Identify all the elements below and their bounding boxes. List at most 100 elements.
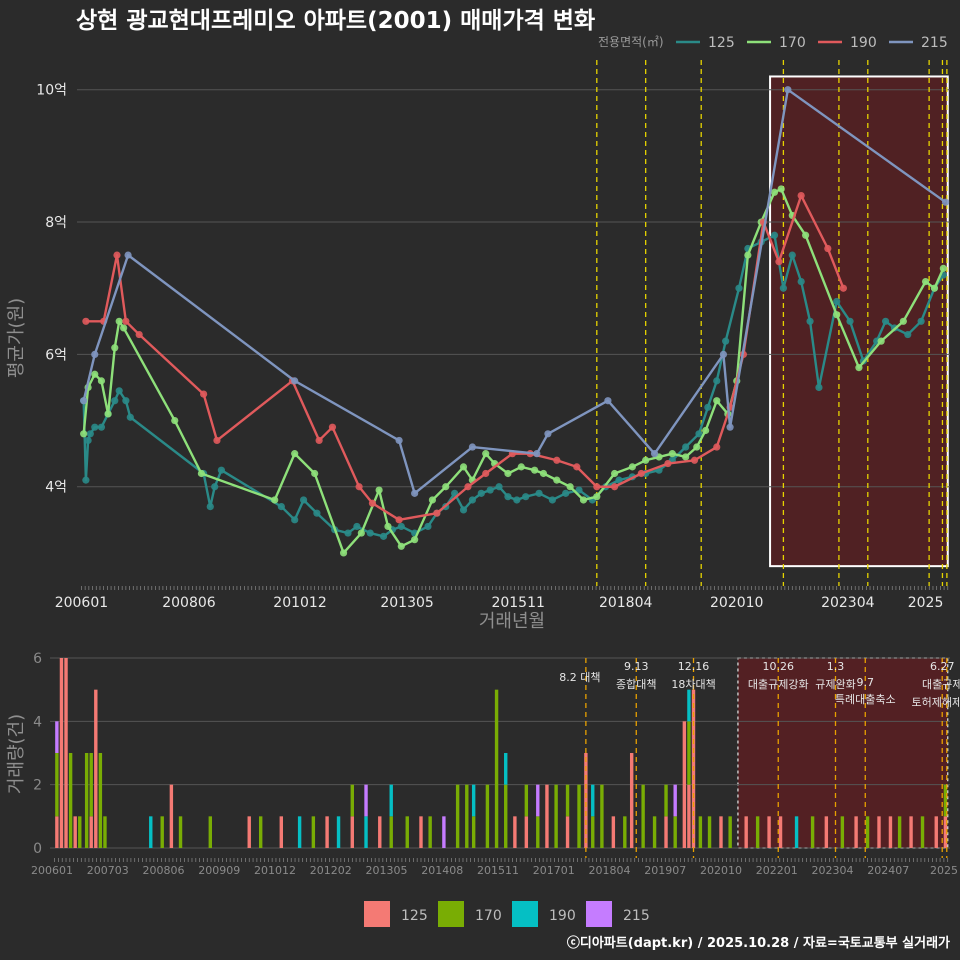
point-215 xyxy=(91,350,99,358)
point-170 xyxy=(104,410,112,418)
credit-text: ⓒ디아파트(dapt.kr) / 2025.10.28 / 자료=국토교통부 실… xyxy=(567,935,950,951)
point-125 xyxy=(846,317,854,325)
volume-bar-125 xyxy=(73,816,77,848)
point-125 xyxy=(797,278,805,286)
legend-title: 전용면적(㎡) xyxy=(598,35,664,49)
point-170 xyxy=(693,443,701,451)
point-215 xyxy=(291,377,299,385)
point-125 xyxy=(379,532,388,540)
volume-bar-190 xyxy=(364,816,368,848)
point-125 xyxy=(548,496,556,504)
point-170 xyxy=(411,536,419,544)
volume-bar-125 xyxy=(888,816,893,848)
volume-bar-125 xyxy=(325,816,329,848)
point-215 xyxy=(650,450,659,458)
point-125 xyxy=(424,522,432,531)
policy-label: 토허제해제 xyxy=(911,695,960,709)
x-tick-label-volume: 201012 xyxy=(254,864,296,877)
point-170 xyxy=(713,397,721,405)
volume-bar-170 xyxy=(565,784,570,817)
point-125 xyxy=(111,397,119,405)
x-tick-label-volume: 200909 xyxy=(198,864,240,877)
y-axis-title-price: 평균가(원) xyxy=(6,298,27,378)
y-axis-title-volume: 거래량(건) xyxy=(6,714,27,794)
point-190 xyxy=(213,436,221,445)
volume-bar-170 xyxy=(840,816,845,848)
policy-label: 종합대책 xyxy=(616,678,656,691)
point-190 xyxy=(553,456,561,464)
volume-bar-215 xyxy=(442,816,446,848)
legend-label-volume-215: 215 xyxy=(623,908,650,924)
point-190 xyxy=(839,284,847,292)
point-170 xyxy=(428,496,437,504)
point-190 xyxy=(315,436,323,445)
point-170 xyxy=(921,278,930,286)
volume-bar-125 xyxy=(89,816,93,848)
volume-bar-170 xyxy=(920,816,925,848)
volume-bar-190 xyxy=(504,753,508,785)
volume-bar-215 xyxy=(364,784,368,817)
volume-bar-125 xyxy=(877,816,881,848)
point-190 xyxy=(395,516,403,524)
point-170 xyxy=(271,496,279,504)
point-125 xyxy=(91,423,99,431)
volume-bar-190 xyxy=(591,784,595,817)
point-215 xyxy=(395,436,403,445)
x-tick-label: 201012 xyxy=(273,595,326,611)
volume-bar-170 xyxy=(311,816,316,848)
x-tick-label: 200806 xyxy=(162,595,216,611)
point-125 xyxy=(770,231,779,239)
legend-label-170: 170 xyxy=(779,35,806,51)
point-170 xyxy=(642,456,650,464)
point-170 xyxy=(339,549,348,557)
policy-label: 대출규제강화 xyxy=(748,678,809,691)
volume-bar-170 xyxy=(897,816,902,848)
volume-panel: 0 2 4 6 8.2 대책 9.13 종합대책 12.16 18차대책 10.26 대출규제강화 1… xyxy=(31,651,960,877)
point-190 xyxy=(775,258,783,266)
point-170 xyxy=(91,370,99,378)
volume-bar-125 xyxy=(524,816,529,848)
volume-bar-170 xyxy=(208,816,213,848)
volume-bar-125 xyxy=(378,816,382,848)
point-170 xyxy=(111,344,119,352)
point-125 xyxy=(713,377,721,385)
point-125 xyxy=(695,430,703,438)
point-125 xyxy=(486,486,494,494)
policy-date: 9.7 xyxy=(857,676,875,689)
point-170 xyxy=(197,469,205,478)
point-215 xyxy=(124,251,132,259)
point-125 xyxy=(459,506,468,514)
point-215 xyxy=(941,198,950,206)
x-tick-label-volume: 202010 xyxy=(700,864,742,877)
point-170 xyxy=(744,251,752,259)
legend-label-volume-125: 125 xyxy=(401,908,428,924)
volume-bar-170 xyxy=(943,784,948,817)
volume-bar-170 xyxy=(504,784,508,848)
point-125 xyxy=(86,430,94,438)
volume-bar-170 xyxy=(428,816,432,848)
point-190 xyxy=(573,463,581,471)
volume-bar-170 xyxy=(160,816,164,848)
volume-bar-125 xyxy=(350,816,354,848)
point-125 xyxy=(682,443,690,451)
point-190 xyxy=(200,390,208,398)
volume-bar-125 xyxy=(279,816,283,848)
point-170 xyxy=(504,469,512,478)
volume-bar-170 xyxy=(664,784,668,817)
point-125 xyxy=(904,330,912,339)
point-190 xyxy=(328,423,337,431)
volume-bar-125 xyxy=(778,816,783,848)
x-tick-label-volume: 200703 xyxy=(87,864,129,877)
volume-bar-170 xyxy=(78,816,82,848)
point-125 xyxy=(722,337,730,345)
point-125 xyxy=(353,522,361,531)
point-170 xyxy=(531,466,539,474)
point-215 xyxy=(468,443,477,451)
point-190 xyxy=(464,483,472,491)
volume-bar-170 xyxy=(389,816,393,848)
point-215 xyxy=(604,397,612,405)
point-125 xyxy=(704,403,712,411)
x-tick-label-volume: 200601 xyxy=(31,864,73,877)
x-tick-label: 201804 xyxy=(599,595,653,611)
